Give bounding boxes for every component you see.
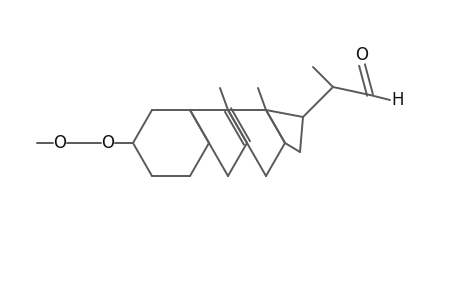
Text: H: H	[391, 91, 403, 109]
Text: O: O	[101, 134, 114, 152]
Text: O: O	[53, 134, 67, 152]
Text: O: O	[355, 46, 368, 64]
